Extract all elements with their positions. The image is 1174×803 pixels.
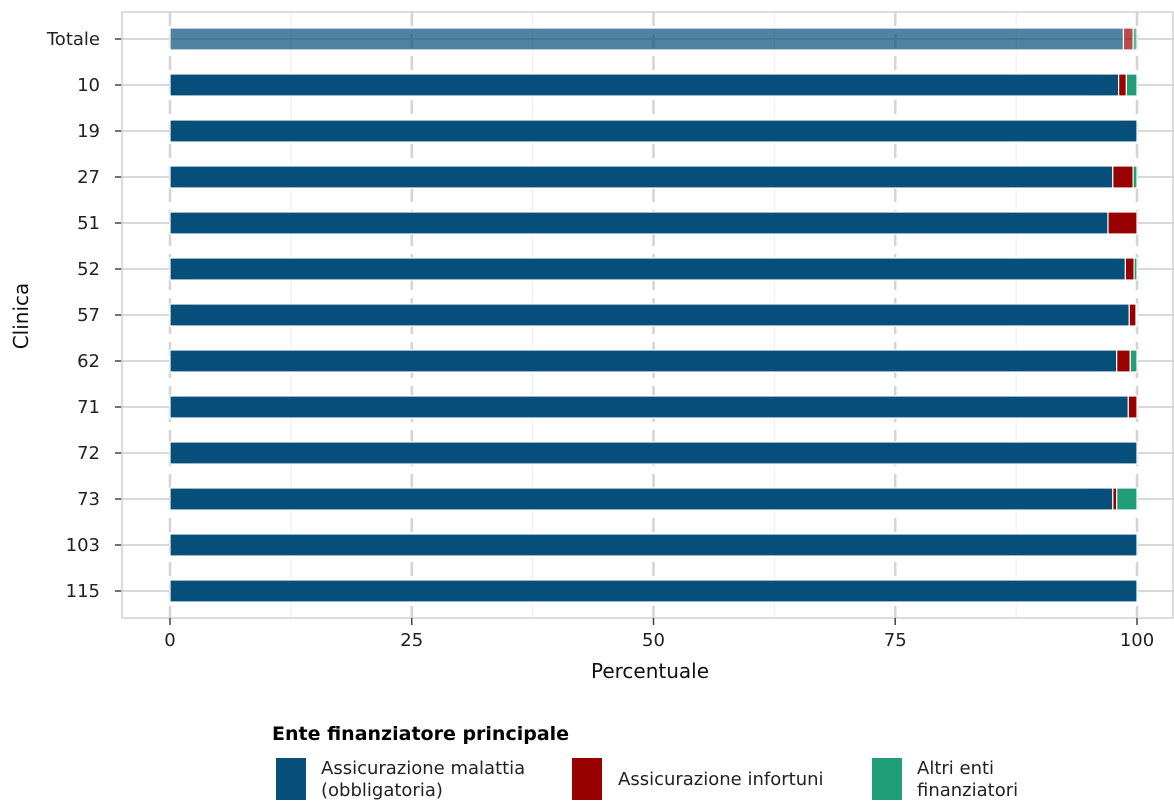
x-tick-label: 75 [884, 630, 907, 651]
y-tick-label: 115 [66, 581, 100, 602]
legend-label-3: Altri enti finanziatori [917, 758, 1018, 801]
y-tick-label: Totale [46, 29, 100, 50]
y-tick-label: 52 [77, 259, 100, 280]
y-tick-label: 71 [77, 397, 100, 418]
y-tick-label: 103 [66, 535, 100, 556]
bar-segment-71-1 [169, 395, 1129, 419]
bar-segment-52-3 [1133, 257, 1138, 281]
bar-segment-52-2 [1124, 257, 1135, 281]
legend-label-line: finanziatori [917, 780, 1018, 801]
bar-segment-73-1 [169, 487, 1114, 511]
y-tick-label: 72 [77, 443, 100, 464]
bar-segment-103-1 [169, 533, 1138, 557]
legend-key-2 [572, 758, 602, 800]
y-tick-label: 73 [77, 489, 100, 510]
x-tick-label: 100 [1120, 630, 1154, 651]
bar-segment-62-2 [1116, 349, 1131, 373]
bar-segment-62-3 [1129, 349, 1138, 373]
bar-segment-51-1 [169, 211, 1109, 235]
bar-segment-19-1 [169, 119, 1138, 143]
y-tick-label: 10 [77, 75, 100, 96]
legend-label-line: Altri enti [917, 758, 994, 779]
legend-label-line: Assicurazione infortuni [618, 769, 824, 790]
legend-title: Ente finanziatore principale [272, 723, 569, 745]
x-axis-title: Percentuale [591, 659, 709, 683]
bar-segment-Totale-3 [1132, 27, 1138, 51]
bar-segment-62-1 [169, 349, 1118, 373]
bar-segment-115-1 [169, 579, 1138, 603]
y-tick-label: 51 [77, 213, 100, 234]
bar-segment-57-1 [169, 303, 1130, 327]
y-tick-label: 62 [77, 351, 100, 372]
bar-segment-Totale-2 [1122, 27, 1134, 51]
legend-label-2: Assicurazione infortuni [618, 769, 824, 790]
x-tick-label: 50 [642, 630, 665, 651]
bar-segment-27-1 [169, 165, 1114, 189]
axes: Totale 10 19 27 51 52 57 62 71 72 73 103 115 0 25 50 75 1… [46, 11, 1174, 651]
bar-segment-10-2 [1118, 73, 1127, 97]
y-tick-label: 57 [77, 305, 100, 326]
panel-border [121, 11, 1174, 619]
bar-segment-27-3 [1132, 165, 1138, 189]
bar-segment-73-3 [1116, 487, 1138, 511]
y-tick-label: 19 [77, 121, 100, 142]
bar-segment-52-1 [169, 257, 1126, 281]
x-tick-label: 0 [164, 630, 175, 651]
bar-segment-Totale-1 [169, 27, 1125, 51]
y-tick-label: 27 [77, 167, 100, 188]
legend-key-3 [872, 758, 902, 800]
bar-segment-10-1 [169, 73, 1120, 97]
y-axis-title: Clinica [9, 283, 33, 350]
bar-segment-57-3 [1135, 303, 1138, 327]
legend-key-1 [276, 758, 306, 800]
bar-segment-72-1 [169, 441, 1138, 465]
x-tick-label: 25 [400, 630, 423, 651]
bar-segment-27-2 [1112, 165, 1134, 189]
legend-label-line: Assicurazione malattia [321, 758, 525, 779]
bar-segment-51-2 [1107, 211, 1138, 235]
bar-segment-57-2 [1128, 303, 1137, 327]
bars [169, 27, 1138, 603]
bar-segment-10-3 [1125, 73, 1138, 97]
legend: Ente finanziatore principale Assicurazio… [272, 723, 1018, 801]
legend-label-line: (obbligatoria) [321, 780, 443, 801]
bar-segment-71-2 [1127, 395, 1138, 419]
legend-label-1: Assicurazione malattia (obbligatoria) [321, 758, 525, 801]
